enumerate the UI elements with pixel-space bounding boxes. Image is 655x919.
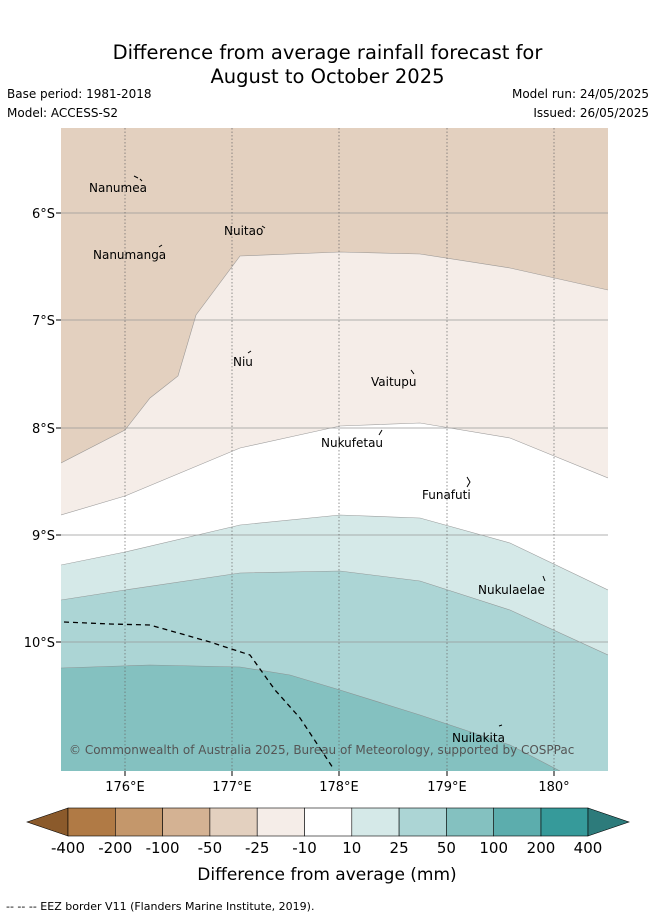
colorbar-tick: -400: [51, 839, 85, 857]
x-tick-label: 180°: [538, 780, 569, 795]
y-tick-label: 9°S: [32, 529, 55, 544]
place-label-nanumanga: Nanumanga: [93, 248, 166, 262]
colorbar-arrow-low: [26, 807, 69, 837]
eez-legend-note: -- -- -- EEZ border V11 (Flanders Marine…: [6, 900, 315, 913]
base-period: Base period: 1981-2018: [7, 87, 152, 101]
colorbar-tick: -100: [146, 839, 180, 857]
colorbar: [26, 807, 630, 837]
colorbar-segment: [162, 807, 211, 837]
islands: [133, 175, 546, 727]
colorbar-title: Difference from average (mm): [197, 865, 456, 885]
issued-date: Issued: 26/05/2025: [533, 106, 649, 120]
model-name: Model: ACCESS-S2: [7, 106, 119, 120]
band-plus50-plus100: [61, 665, 560, 771]
colorbar-segment: [256, 807, 305, 837]
place-label-vaitupu: Vaitupu: [371, 375, 417, 389]
eez-border: [63, 621, 334, 769]
latitude-gridlines: [61, 212, 608, 643]
place-label-nukufetau: Nukufetau: [321, 436, 383, 450]
colorbar-tick: -10: [292, 839, 317, 857]
y-tick-label: 6°S: [32, 207, 55, 222]
place-label-nukulaelae: Nukulaelae: [478, 583, 545, 597]
colorbar-arrow-high: [587, 807, 630, 837]
x-tick-label: 176°E: [105, 780, 145, 795]
y-tick-label: 10°S: [24, 636, 55, 651]
colorbar-segment: [67, 807, 116, 837]
place-label-nanumea: Nanumea: [89, 181, 147, 195]
y-tick-label: 7°S: [32, 314, 55, 329]
x-axis-ticks: 176°E 177°E 178°E 179°E 180°: [105, 771, 570, 795]
place-label-niu: Niu: [233, 355, 253, 369]
colorbar-tick: 50: [437, 839, 456, 857]
title-line-1: Difference from average rainfall forecas…: [112, 41, 543, 64]
place-label-nuitao: Nuitao: [224, 224, 263, 238]
x-tick-label: 177°E: [212, 780, 252, 795]
colorbar-segment: [446, 807, 494, 837]
map-area: Nanumea Nuitao Nanumanga Niu Vaitupu Nuk…: [61, 128, 608, 771]
y-tick-label: 8°S: [32, 422, 55, 437]
rainfall-map: Nanumea Nuitao Nanumanga Niu Vaitupu Nuk…: [24, 128, 630, 885]
model-run: Model run: 24/05/2025: [511, 87, 649, 101]
place-label-nuilakita: Nuilakita: [452, 731, 505, 745]
title-line-2: August to October 2025: [210, 65, 445, 88]
longitude-gridlines: [124, 128, 555, 771]
colorbar-tick: 25: [390, 839, 409, 857]
colorbar-tick-labels: -400 -200 -100 -50 -25 -10 10 25 50 100 …: [51, 839, 602, 857]
colorbar-segment: [115, 807, 163, 837]
colorbar-segment: [209, 807, 258, 837]
colorbar-tick: 200: [527, 839, 556, 857]
colorbar-tick: -25: [245, 839, 270, 857]
x-tick-label: 178°E: [319, 780, 359, 795]
y-axis-ticks: 6°S 7°S 8°S 9°S 10°S: [24, 207, 61, 651]
colorbar-tick: -50: [198, 839, 223, 857]
place-label-funafuti: Funafuti: [422, 488, 471, 502]
colorbar-segment: [351, 807, 400, 837]
x-tick-label: 179°E: [427, 780, 467, 795]
colorbar-tick: 100: [479, 839, 508, 857]
colorbar-tick: 10: [342, 839, 361, 857]
copyright-notice: © Commonwealth of Australia 2025, Bureau…: [69, 743, 574, 757]
colorbar-segment: [493, 807, 542, 837]
colorbar-segment: [540, 807, 589, 837]
colorbar-tick: 400: [574, 839, 603, 857]
colorbar-segment: [304, 807, 353, 837]
colorbar-tick: -200: [98, 839, 132, 857]
colorbar-segment: [398, 807, 447, 837]
